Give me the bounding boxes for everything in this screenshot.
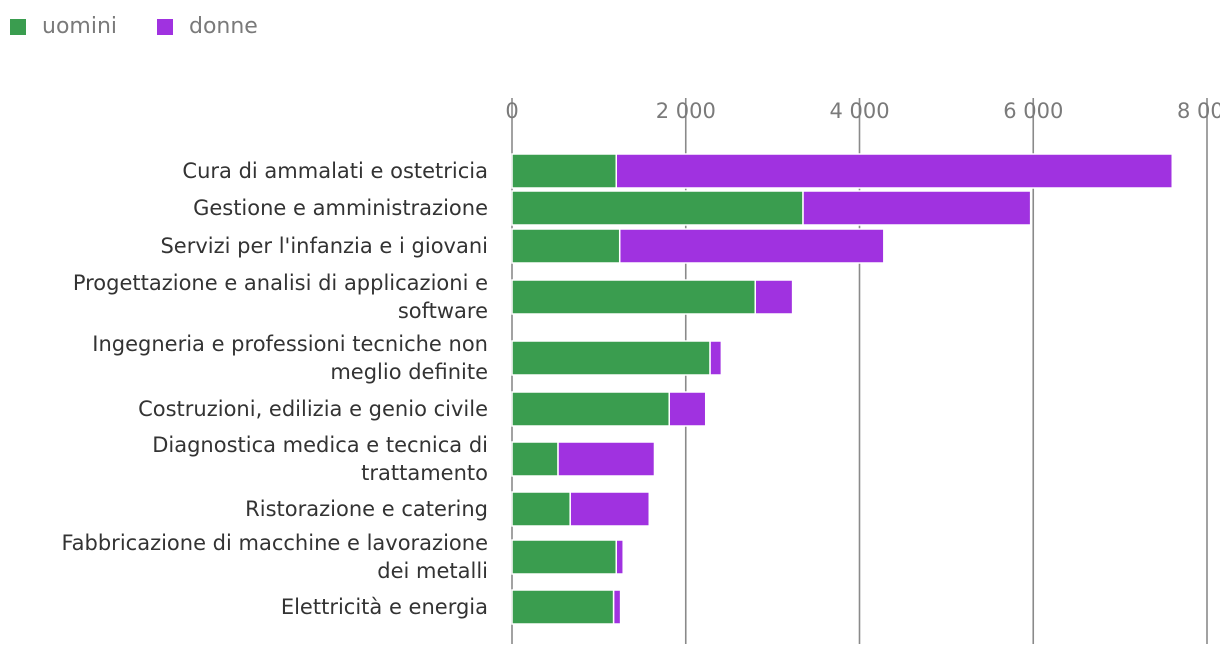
legend-label-donne: donne	[189, 14, 258, 39]
bar-donne	[569, 491, 651, 527]
bar-uomini	[511, 391, 670, 427]
category-label: Costruzioni, edilizia e genio civile	[138, 397, 488, 421]
x-tick-label: 2 000	[656, 99, 716, 123]
category-labels: Cura di ammalati e ostetricia Gestione e …	[62, 159, 489, 619]
bar-uomini	[511, 441, 559, 477]
bar-donne	[618, 228, 885, 264]
category-label: Cura di ammalati e ostetricia	[182, 159, 488, 183]
x-tick-label: 0	[505, 99, 518, 123]
legend: uomini donne	[10, 14, 258, 39]
category-label: Ingegneria e professioni tecniche non meg…	[92, 332, 488, 384]
category-label: Servizi per l'infanzia e i giovani	[160, 234, 488, 258]
category-label: Progettazione e analisi di applicazioni …	[73, 271, 488, 323]
x-axis-tick-labels: 0 2 000 4 000 6 000 8 000	[505, 99, 1220, 123]
x-tick-label: 4 000	[829, 99, 889, 123]
legend-swatch-uomini	[10, 19, 26, 35]
bar-donne	[557, 441, 656, 477]
x-tick-label: 6 000	[1003, 99, 1063, 123]
category-label: Ristorazione e catering	[245, 497, 488, 521]
bar-uomini	[511, 279, 756, 315]
bar-uomini	[511, 153, 617, 189]
bar-donne	[709, 340, 723, 376]
category-label: Elettricità e energia	[281, 595, 488, 619]
bar-donne	[668, 391, 707, 427]
bar-donne	[615, 153, 1173, 189]
bar-uomini	[511, 589, 615, 625]
bar-uomini	[511, 539, 617, 575]
bar-donne	[615, 539, 624, 575]
legend-swatch-donne	[157, 19, 173, 35]
category-label: Diagnostica medica e tecnica di trattamen…	[152, 433, 488, 485]
bars	[511, 153, 1173, 625]
bar-donne	[754, 279, 794, 315]
category-label: Gestione e amministrazione	[193, 196, 488, 220]
bar-donne	[612, 589, 622, 625]
bar-uomini	[511, 491, 571, 527]
legend-label-uomini: uomini	[42, 14, 117, 39]
bar-uomini	[511, 340, 711, 376]
bar-uomini	[511, 190, 804, 226]
x-tick-label: 8 000	[1177, 99, 1220, 123]
category-label: Fabbricazione di macchine e lavorazione d…	[62, 531, 489, 583]
bar-donne	[802, 190, 1032, 226]
bar-uomini	[511, 228, 621, 264]
